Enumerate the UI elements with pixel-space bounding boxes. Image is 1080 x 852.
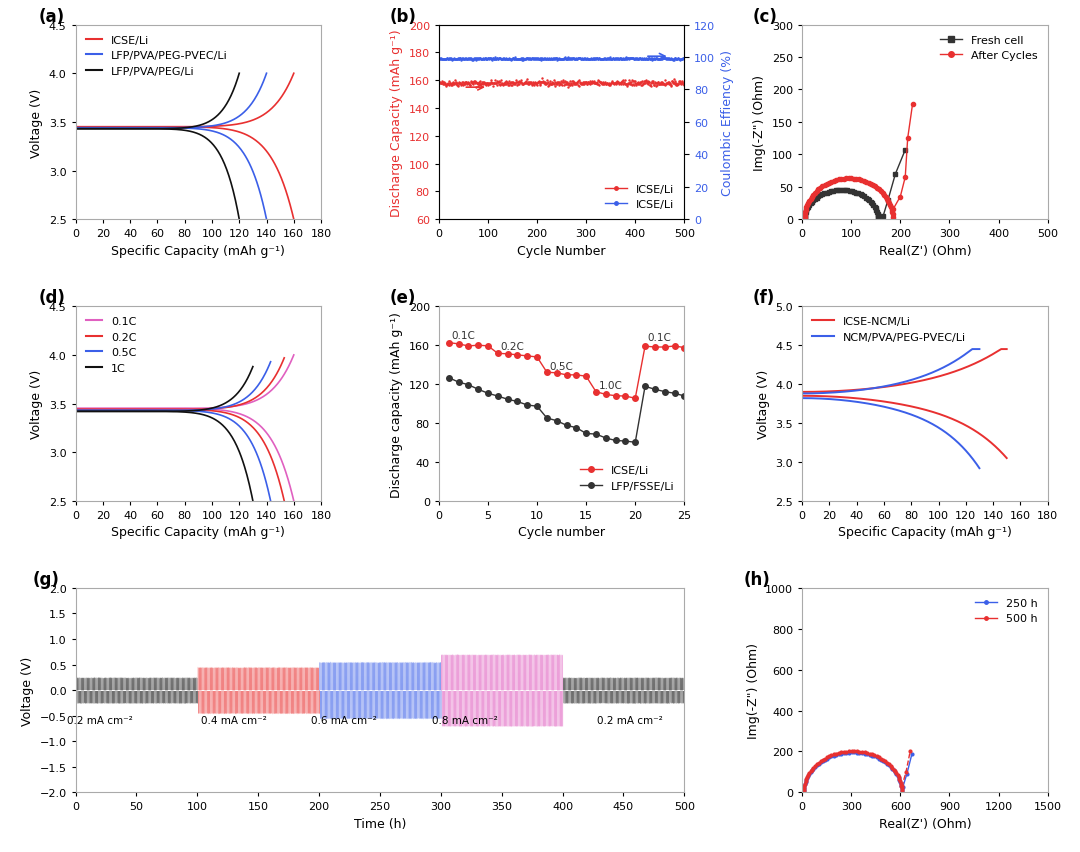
LFP/FSSE/Li <box>540 413 553 423</box>
ICSE/Li <box>442 338 455 348</box>
ICSE/Li <box>629 394 642 404</box>
ICSE/Li <box>599 390 612 400</box>
Text: 0.6 mA cm⁻²: 0.6 mA cm⁻² <box>311 716 376 725</box>
LFP/FSSE/Li <box>453 377 465 388</box>
LFP/FSSE/Li <box>442 373 455 383</box>
X-axis label: Time (h): Time (h) <box>354 817 406 830</box>
Text: (d): (d) <box>39 289 66 307</box>
ICSE/Li <box>550 368 563 378</box>
ICSE/Li <box>530 353 543 363</box>
Text: (f): (f) <box>753 289 775 307</box>
ICSE/Li <box>580 371 593 382</box>
ICSE/Li <box>619 391 632 401</box>
ICSE/Li <box>453 339 465 349</box>
X-axis label: Cycle Number: Cycle Number <box>517 245 606 257</box>
X-axis label: Specific Capacity (mAh g⁻¹): Specific Capacity (mAh g⁻¹) <box>111 526 285 538</box>
ICSE/Li <box>570 371 583 381</box>
X-axis label: Specific Capacity (mAh g⁻¹): Specific Capacity (mAh g⁻¹) <box>838 526 1012 538</box>
Text: (e): (e) <box>390 289 416 307</box>
Y-axis label: Discharge Capacity (mAh g⁻¹): Discharge Capacity (mAh g⁻¹) <box>390 29 403 216</box>
X-axis label: Specific Capacity (mAh g⁻¹): Specific Capacity (mAh g⁻¹) <box>111 245 285 257</box>
LFP/FSSE/Li <box>580 429 593 439</box>
Legend: Fresh cell, After Cycles: Fresh cell, After Cycles <box>935 32 1042 66</box>
ICSE/Li <box>472 341 485 351</box>
Text: 0.1C: 0.1C <box>648 333 672 343</box>
Text: (g): (g) <box>33 570 59 588</box>
X-axis label: Real(Z') (Ohm): Real(Z') (Ohm) <box>878 245 971 257</box>
Text: (h): (h) <box>743 570 770 588</box>
Y-axis label: Voltage (V): Voltage (V) <box>30 88 43 158</box>
Legend: ICSE-NCM/Li, NCM/PVA/PEG-PVEC/Li: ICSE-NCM/Li, NCM/PVA/PEG-PVEC/Li <box>808 313 971 347</box>
X-axis label: Real(Z') (Ohm): Real(Z') (Ohm) <box>878 817 971 830</box>
LFP/FSSE/Li <box>638 382 651 392</box>
Text: 0.1C: 0.1C <box>451 331 475 341</box>
LFP/FSSE/Li <box>590 429 603 440</box>
Legend: ICSE/Li, ICSE/Li: ICSE/Li, ICSE/Li <box>600 180 678 215</box>
Text: 0.2 mA cm⁻²: 0.2 mA cm⁻² <box>596 716 662 725</box>
Text: 0.8 mA cm⁻²: 0.8 mA cm⁻² <box>432 716 498 725</box>
Legend: 0.1C, 0.2C, 0.5C, 1C: 0.1C, 0.2C, 0.5C, 1C <box>81 313 141 378</box>
ICSE/Li <box>501 349 514 360</box>
Legend: 250 h, 500 h: 250 h, 500 h <box>970 594 1042 628</box>
ICSE/Li <box>658 343 671 353</box>
ICSE/Li <box>540 368 553 378</box>
Legend: ICSE/Li, LFP/PVA/PEG-PVEC/Li, LFP/PVA/PEG/Li: ICSE/Li, LFP/PVA/PEG-PVEC/Li, LFP/PVA/PE… <box>81 32 232 81</box>
LFP/FSSE/Li <box>648 385 661 395</box>
Text: (a): (a) <box>39 8 65 26</box>
Y-axis label: Img(-Z") (Ohm): Img(-Z") (Ohm) <box>754 75 767 170</box>
LFP/FSSE/Li <box>511 397 524 407</box>
Y-axis label: Discharge capacity (mAh g⁻¹): Discharge capacity (mAh g⁻¹) <box>390 311 403 497</box>
LFP/FSSE/Li <box>599 434 612 444</box>
Legend: ICSE/Li, LFP/FSSE/Li: ICSE/Li, LFP/FSSE/Li <box>576 461 678 496</box>
LFP/FSSE/Li <box>472 384 485 394</box>
LFP/FSSE/Li <box>482 389 495 399</box>
Y-axis label: Voltage (V): Voltage (V) <box>21 656 33 725</box>
Text: 0.2 mA cm⁻²: 0.2 mA cm⁻² <box>67 716 133 725</box>
LFP/FSSE/Li <box>658 387 671 397</box>
LFP/FSSE/Li <box>561 421 573 431</box>
LFP/FSSE/Li <box>550 416 563 426</box>
LFP/FSSE/Li <box>570 423 583 434</box>
ICSE/Li <box>590 387 603 397</box>
LFP/FSSE/Li <box>678 391 691 401</box>
Line: LFP/FSSE/Li: LFP/FSSE/Li <box>446 376 687 446</box>
Text: 0.5C: 0.5C <box>550 361 573 371</box>
Y-axis label: Img(-Z") (Ohm): Img(-Z") (Ohm) <box>746 642 759 738</box>
Line: ICSE/Li: ICSE/Li <box>446 341 687 401</box>
ICSE/Li <box>511 350 524 360</box>
LFP/FSSE/Li <box>609 436 622 446</box>
ICSE/Li <box>669 342 681 352</box>
Y-axis label: Coulombic Effiency (%): Coulombic Effiency (%) <box>720 49 733 196</box>
Text: 1.0C: 1.0C <box>598 381 623 390</box>
LFP/FSSE/Li <box>521 400 534 411</box>
Text: (b): (b) <box>390 8 417 26</box>
Text: (c): (c) <box>753 8 778 26</box>
ICSE/Li <box>561 371 573 381</box>
Y-axis label: Voltage (V): Voltage (V) <box>30 370 43 439</box>
X-axis label: Cycle number: Cycle number <box>518 526 605 538</box>
LFP/FSSE/Li <box>619 436 632 446</box>
LFP/FSSE/Li <box>629 438 642 448</box>
ICSE/Li <box>482 342 495 352</box>
LFP/FSSE/Li <box>501 394 514 405</box>
ICSE/Li <box>491 348 504 359</box>
LFP/FSSE/Li <box>530 401 543 412</box>
ICSE/Li <box>678 343 691 354</box>
Text: 0.2C: 0.2C <box>500 342 525 352</box>
Y-axis label: Voltage (V): Voltage (V) <box>757 370 770 439</box>
ICSE/Li <box>648 343 661 353</box>
ICSE/Li <box>521 351 534 361</box>
ICSE/Li <box>462 342 475 352</box>
LFP/FSSE/Li <box>462 380 475 390</box>
LFP/FSSE/Li <box>669 389 681 399</box>
Text: 0.4 mA cm⁻²: 0.4 mA cm⁻² <box>201 716 267 725</box>
ICSE/Li <box>638 342 651 352</box>
LFP/FSSE/Li <box>491 391 504 401</box>
ICSE/Li <box>609 391 622 401</box>
